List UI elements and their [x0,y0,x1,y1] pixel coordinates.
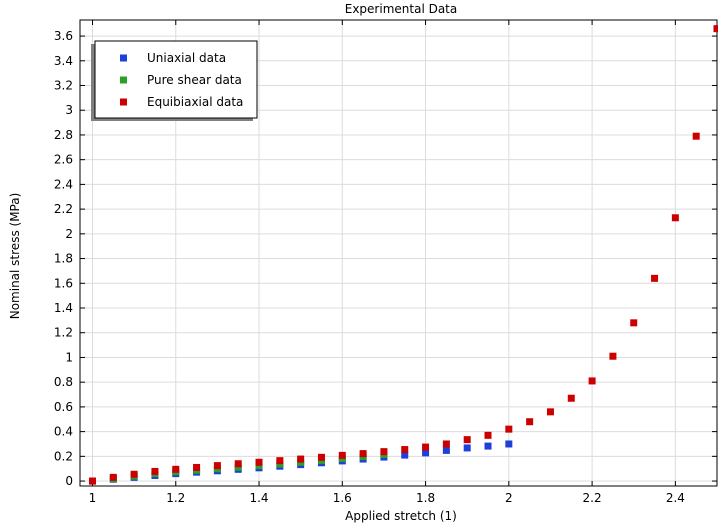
data-point-series-2 [588,377,596,385]
legend-label: Pure shear data [147,73,242,87]
legend-marker [120,76,127,84]
y-tick-label: 3.4 [54,54,73,68]
plot-frame [79,19,718,487]
data-point-series-2 [276,457,284,465]
y-tick-label: 2.4 [54,177,73,191]
y-axis-title: Nominal stress (MPa) [8,193,22,320]
data-point-series-2 [88,477,96,485]
x-tick-label: 1 [89,491,97,505]
y-tick-label: 2.2 [54,202,73,216]
data-point-series-2 [484,431,492,439]
data-point-series-0 [484,442,492,450]
y-tick-label: 0.2 [54,449,73,463]
y-tick-label: 3 [65,103,73,117]
data-point-series-2 [546,408,554,416]
x-tick-label: 1.2 [166,491,185,505]
data-point-series-0 [401,451,409,459]
y-tick-label: 0 [65,474,73,488]
data-point-series-2 [422,443,430,451]
y-tick-label: 3.2 [54,79,73,93]
x-tick-label: 2.2 [583,491,602,505]
data-point-series-2 [213,462,221,470]
x-tick-label: 2.4 [666,491,685,505]
data-point-series-0 [442,446,450,454]
y-tick-label: 0.8 [54,375,73,389]
data-point-series-2 [317,453,325,461]
y-tick-label: 1.2 [54,326,73,340]
data-point-series-2 [505,425,513,433]
data-point-series-2 [442,440,450,448]
data-point-series-2 [130,470,138,478]
data-point-series-2 [380,448,388,456]
x-tick-label: 1.4 [249,491,268,505]
legend-label: Uniaxial data [147,51,226,65]
x-tick-label: 2 [505,491,513,505]
y-tick-label: 1.6 [54,276,73,290]
data-point-series-2 [255,458,263,466]
y-tick-label: 2.8 [54,128,73,142]
data-point-series-2 [463,436,471,444]
data-point-series-0 [463,444,471,452]
y-tick-label: 0.6 [54,400,73,414]
data-point-series-2 [651,274,659,282]
y-tick-label: 1.8 [54,252,73,266]
data-point-series-2 [297,455,305,463]
data-point-series-2 [234,460,242,468]
y-tick-label: 2.6 [54,153,73,167]
legend-marker [120,98,127,106]
data-point-series-2 [359,450,367,458]
data-point-series-0 [422,449,430,457]
legend-marker [120,54,127,62]
y-tick-label: 1 [65,350,73,364]
axes [79,19,718,487]
data-point-series-2 [401,446,409,454]
data-point-series-2 [172,465,180,473]
data-point-series-2 [567,394,575,402]
x-tick-label: 1.6 [333,491,352,505]
legend-label: Equibiaxial data [147,95,243,109]
data-point-series-2 [671,214,679,222]
y-tick-label: 0.4 [54,425,73,439]
data-point-series-2 [193,463,201,471]
data-point-series-2 [630,319,638,327]
legend: Uniaxial data Pure shear data Equibiaxial … [91,40,258,121]
data-point-series-2 [713,25,718,33]
data-points [88,25,718,485]
data-point-series-0 [505,440,513,448]
chart-title: Experimental Data [345,2,458,16]
y-tick-label: 2 [65,227,73,241]
x-tick-label: 1.8 [416,491,435,505]
data-point-series-2 [526,418,534,426]
data-point-series-2 [692,132,700,140]
tick-labels: 1 1.2 1.4 1.6 1.8 2 2.2 2.4 0 0.2 0.4 0.6 0.8 1 1.2 1.4… [54,29,685,505]
x-axis-title: Applied stretch (1) [345,509,457,523]
y-tick-label: 1.4 [54,301,73,315]
data-point-series-2 [109,473,117,481]
data-point-series-2 [609,352,617,360]
data-point-series-2 [338,451,346,459]
data-point-series-2 [151,467,159,475]
y-tick-label: 3.6 [54,29,73,43]
